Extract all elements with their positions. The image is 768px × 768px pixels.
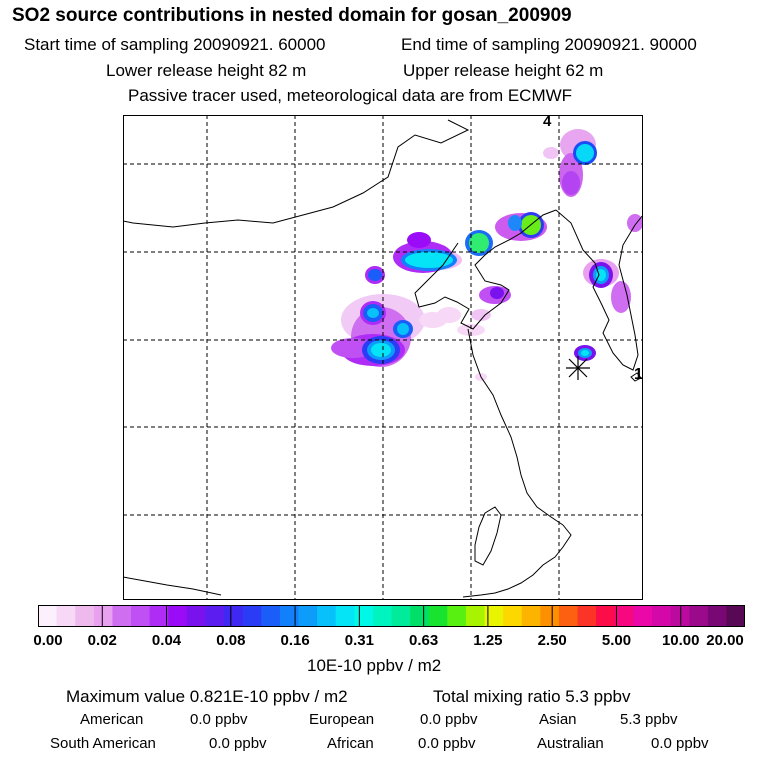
colorbar-cell — [391, 605, 411, 627]
plot-title: SO2 source contributions in nested domai… — [12, 5, 572, 26]
colorbar-cell — [93, 605, 114, 627]
upper-release-height: Upper release height 62 m — [403, 61, 604, 80]
so2-plume-layer — [331, 129, 643, 381]
colorbar-cell — [521, 605, 541, 627]
colorbar — [38, 605, 745, 627]
coastline-bohai — [414, 209, 557, 330]
colorbar-tick-label: 20.00 — [706, 632, 744, 649]
receptor-star-icon — [566, 356, 590, 380]
colorbar-tick-label: 0.00 — [33, 632, 63, 649]
colorbar-tick-label: 0.63 — [409, 632, 439, 649]
concentration-map: 4 1 — [123, 115, 643, 600]
colorbar-cell — [633, 605, 653, 627]
region-value: 0.0 ppbv — [209, 735, 267, 752]
colorbar-cell — [149, 605, 169, 627]
coastline-hainan — [123, 576, 222, 596]
colorbar-cell — [651, 605, 672, 627]
colorbar-tick-label: 0.02 — [87, 632, 117, 649]
total-mixing-ratio: Total mixing ratio 5.3 ppbv — [433, 687, 631, 706]
region-name: Asian — [539, 711, 577, 728]
colorbar-cell — [670, 605, 690, 627]
coastline-southeast-china — [462, 524, 572, 598]
coastline-north-border — [123, 119, 470, 228]
colorbar-cell — [131, 605, 151, 627]
colorbar-cell — [614, 605, 634, 627]
colorbar-cell — [261, 605, 281, 627]
colorbar-cell — [726, 605, 745, 627]
colorbar-cell — [112, 605, 132, 627]
colorbar-cell — [75, 605, 95, 627]
plume-hebei — [331, 294, 461, 367]
colorbar-cell — [428, 605, 448, 627]
coastlines — [123, 119, 643, 598]
colorbar-cell — [224, 605, 244, 627]
region-value: 0.0 ppbv — [190, 711, 248, 728]
colorbar-tick-label: 0.08 — [216, 632, 246, 649]
region-name: South American — [50, 735, 156, 752]
colorbar-tick-label: 2.50 — [537, 632, 567, 649]
region-value: 0.0 ppbv — [420, 711, 478, 728]
colorbar-cell — [168, 605, 188, 627]
coastline-yellow-sea — [467, 328, 564, 526]
region-value: 0.0 ppbv — [651, 735, 709, 752]
colorbar-cell — [242, 605, 262, 627]
colorbar-cell — [354, 605, 374, 627]
colorbar-cell — [279, 605, 300, 627]
region-name: African — [327, 735, 374, 752]
colorbar-cell — [503, 605, 523, 627]
colorbar-tick-label: 0.04 — [151, 632, 182, 649]
colorbar-tick-label: 0.16 — [280, 632, 310, 649]
coastline-korea — [555, 209, 643, 371]
colorbar-cell — [38, 605, 58, 627]
colorbar-units: 10E-10 ppbv / m2 — [307, 656, 442, 675]
colorbar-cell — [707, 605, 727, 627]
colorbar-cell — [558, 605, 579, 627]
region-name: European — [309, 711, 375, 728]
colorbar-cell — [447, 605, 467, 627]
tracer-note: Passive tracer used, meteorological data… — [128, 86, 573, 105]
colorbar-cell — [186, 605, 207, 627]
colorbar-cell — [577, 605, 597, 627]
colorbar-cell — [205, 605, 225, 627]
colorbar-tick-label: 10.00 — [661, 632, 700, 649]
colorbar-cell — [596, 605, 616, 627]
corner-label: 4 — [543, 115, 552, 130]
start-time-label: Start time of sampling 20090921. 60000 — [24, 35, 326, 54]
colorbar-cell — [317, 605, 337, 627]
receptor-label: 1 — [634, 366, 643, 383]
colorbar-cell — [56, 605, 76, 627]
max-value: Maximum value 0.821E-10 ppbv / m2 — [66, 687, 348, 706]
coastline-jeju — [630, 372, 642, 382]
lower-release-height: Lower release height 82 m — [106, 61, 307, 80]
colorbar-tick-label: 5.00 — [601, 632, 632, 649]
colorbar-cell — [335, 605, 355, 627]
region-value: 0.0 ppbv — [418, 735, 476, 752]
colorbar-tick-label: 1.25 — [473, 632, 503, 649]
lat-lon-grid — [123, 115, 643, 600]
plume-northeast — [543, 129, 597, 197]
colorbar-cell — [484, 605, 504, 627]
colorbar-cell — [372, 605, 393, 627]
colorbar-cell — [540, 605, 560, 627]
colorbar-cell — [465, 605, 486, 627]
colorbar-tick-label: 0.31 — [344, 632, 374, 649]
colorbar-cell — [689, 605, 709, 627]
plume-bohai — [457, 286, 511, 336]
end-time-label: End time of sampling 20090921. 90000 — [401, 35, 697, 54]
colorbar-cell — [298, 605, 318, 627]
region-name: American — [80, 711, 144, 728]
colorbar-cell — [410, 605, 430, 627]
coastline-taiwan — [474, 506, 502, 566]
map-frame — [123, 115, 643, 600]
region-value: 5.3 ppbv — [620, 711, 678, 728]
region-name: Australian — [537, 735, 604, 752]
